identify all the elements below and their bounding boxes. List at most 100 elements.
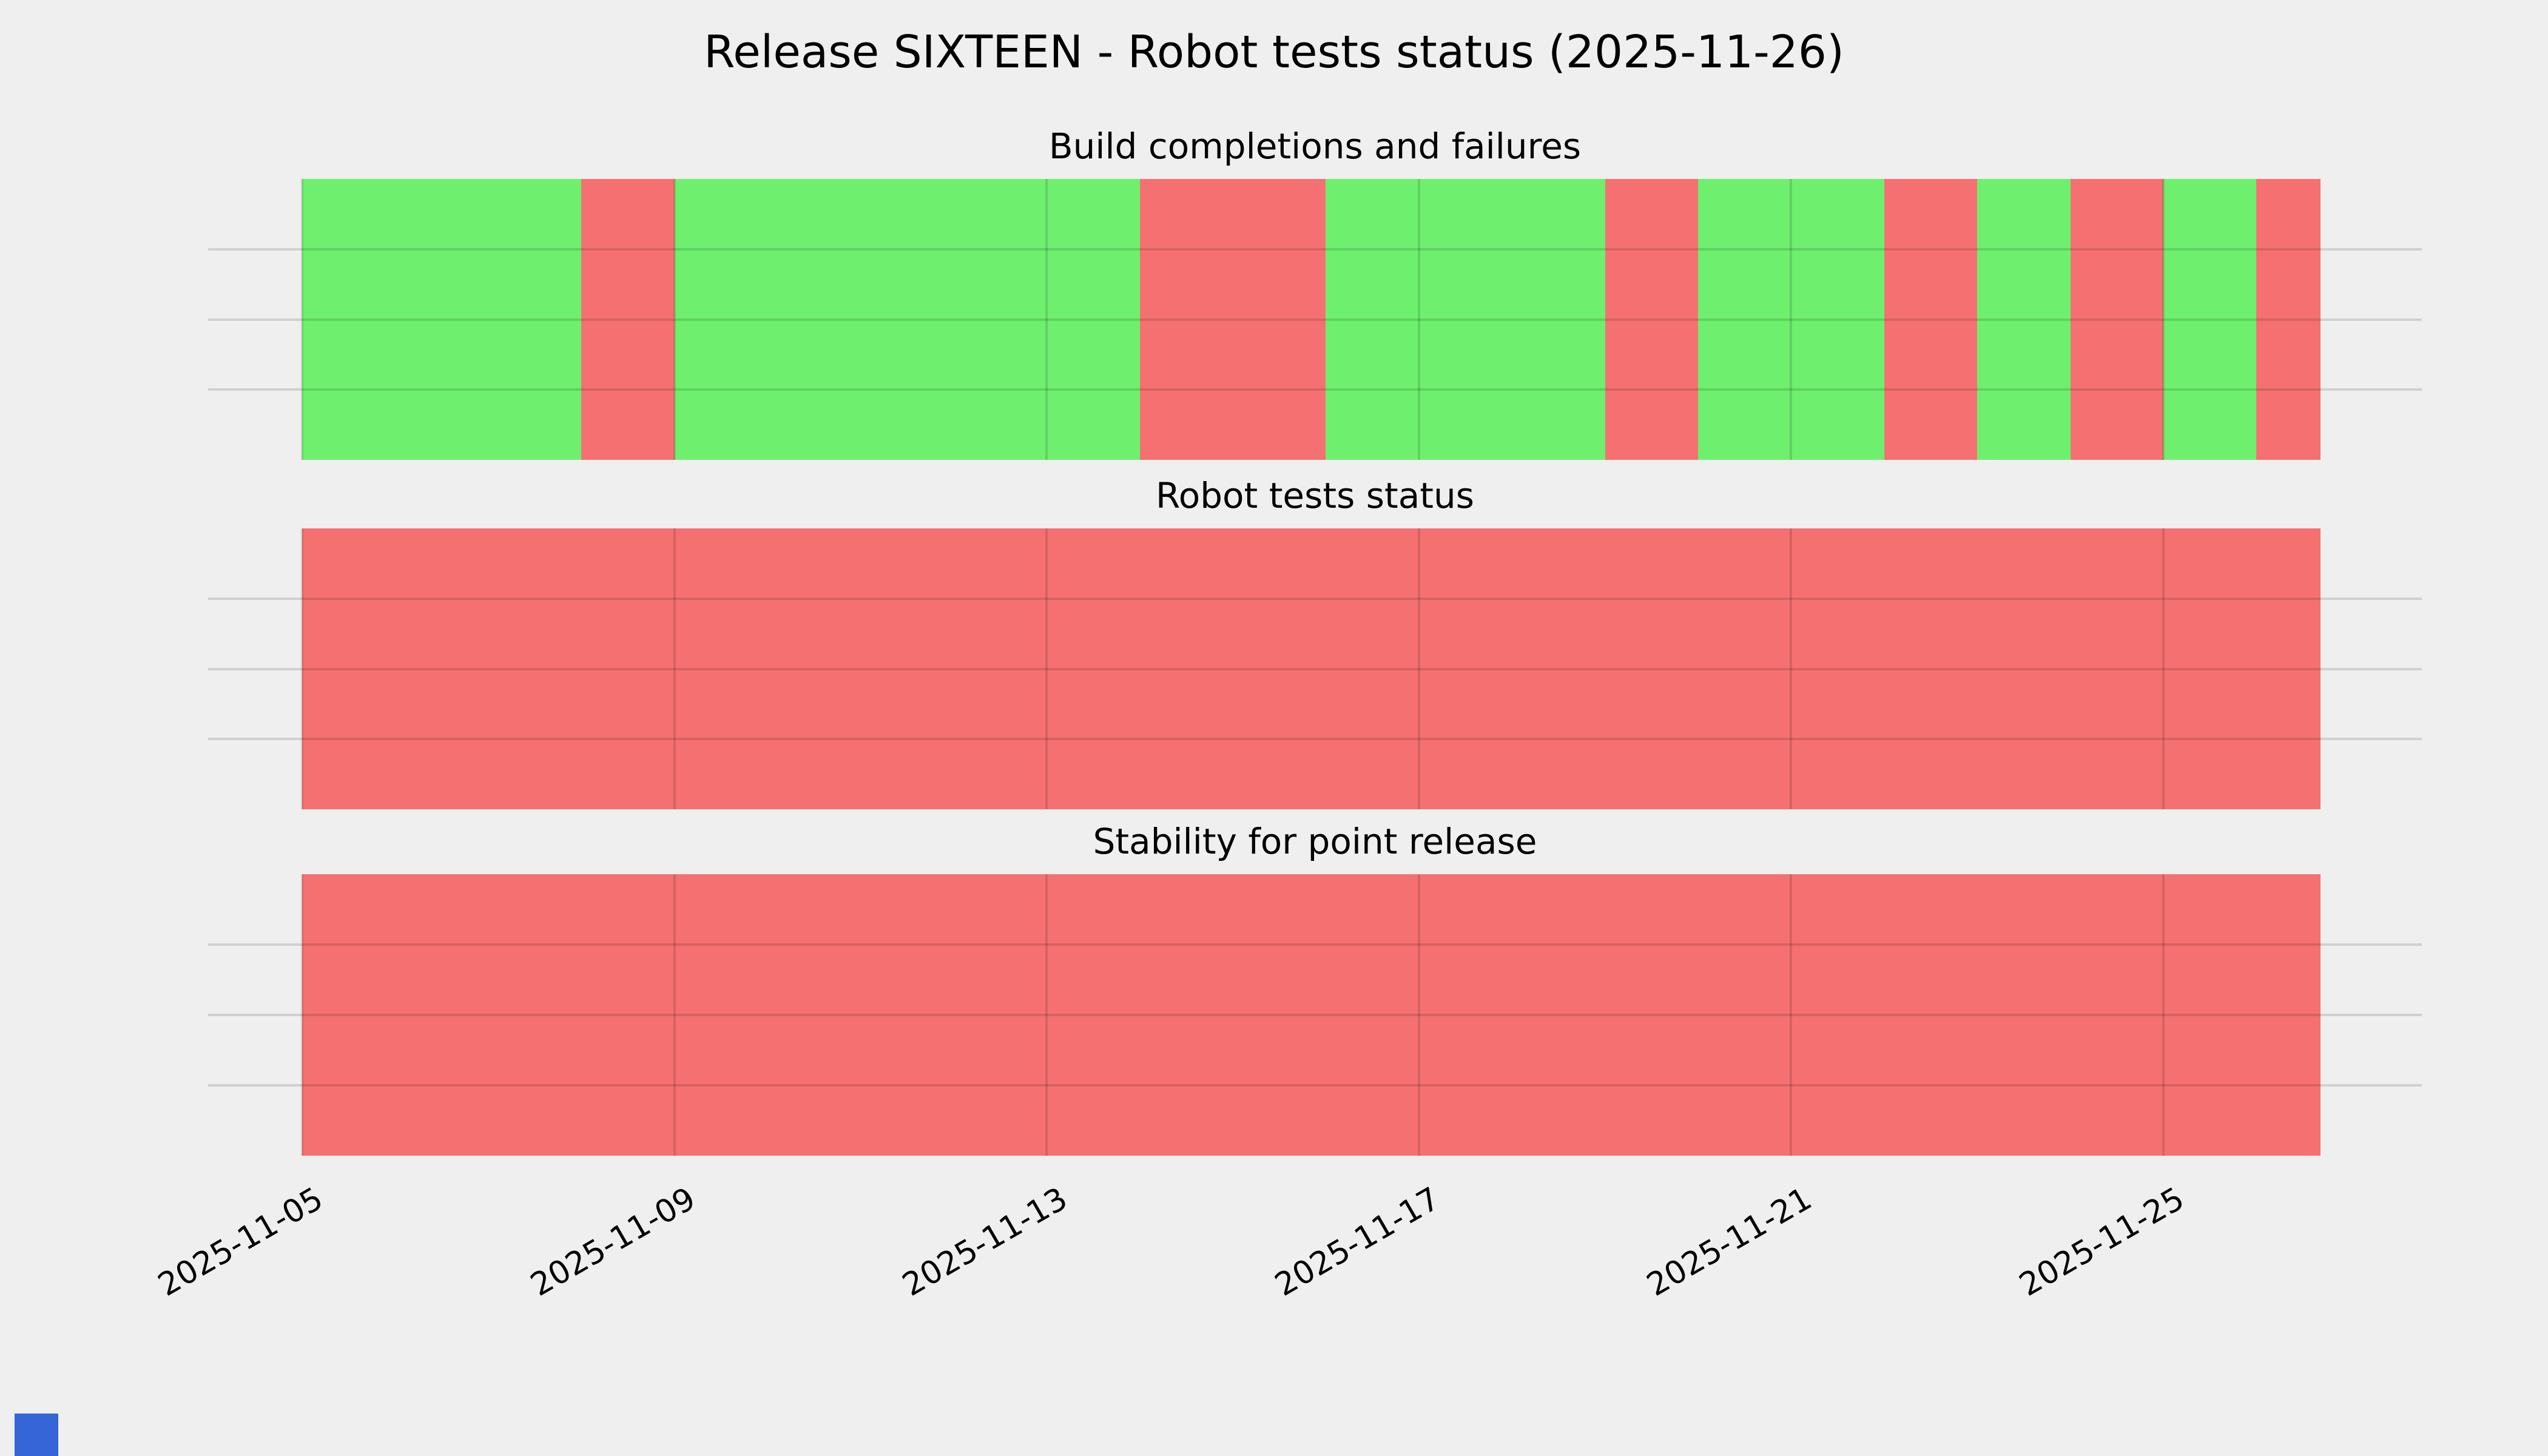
day-cell-2025-11-24-chart0 — [2070, 179, 2164, 460]
day-cell-2025-11-07-chart0 — [488, 179, 582, 460]
gridline-vertical — [1790, 179, 1793, 460]
gridline-vertical — [301, 874, 303, 1156]
day-cell-2025-11-16-chart0 — [1326, 179, 1420, 460]
day-cell-2025-11-06-chart2 — [395, 874, 489, 1156]
day-cell-2025-11-10-chart1 — [767, 528, 861, 809]
chart-title-robot-tests: Robot tests status — [1156, 475, 1474, 516]
gridline-vertical — [673, 528, 676, 809]
day-cell-2025-11-08-chart0 — [581, 179, 675, 460]
day-cell-2025-11-25-chart0 — [2163, 179, 2257, 460]
gridline-horizontal — [208, 597, 2422, 600]
day-cell-2025-11-16-chart2 — [1326, 874, 1420, 1156]
day-cell-2025-11-17-chart2 — [1418, 874, 1513, 1156]
day-cell-2025-11-12-chart1 — [953, 528, 1048, 809]
gridline-vertical — [673, 179, 676, 460]
gridline-horizontal — [208, 388, 2422, 391]
x-tick-label: 2025-11-17 — [1269, 1180, 1446, 1304]
gridline-vertical — [1045, 528, 1048, 809]
day-cell-2025-11-19-chart1 — [1605, 528, 1699, 809]
gridline-vertical — [2162, 179, 2165, 460]
gridline-vertical — [1045, 179, 1048, 460]
day-cell-2025-11-08-chart1 — [581, 528, 675, 809]
day-cell-2025-11-09-chart1 — [674, 528, 768, 809]
gridline-horizontal — [208, 943, 2422, 946]
day-cell-2025-11-09-chart0 — [674, 179, 768, 460]
day-cell-2025-11-12-chart2 — [953, 874, 1048, 1156]
day-cell-2025-11-24-chart1 — [2070, 528, 2164, 809]
day-cell-2025-11-22-chart2 — [1884, 874, 1978, 1156]
day-cell-2025-11-18-chart1 — [1512, 528, 1606, 809]
gridline-horizontal — [208, 248, 2422, 251]
day-cell-2025-11-11-chart1 — [860, 528, 954, 809]
gridline-vertical — [2162, 528, 2165, 809]
gridline-vertical — [1417, 528, 1420, 809]
day-cell-2025-11-17-chart1 — [1418, 528, 1513, 809]
day-cell-2025-11-13-chart2 — [1046, 874, 1141, 1156]
day-cell-2025-11-23-chart2 — [1977, 874, 2071, 1156]
day-cell-2025-11-21-chart1 — [1791, 528, 1885, 809]
gridline-vertical — [1790, 874, 1793, 1156]
gridline-vertical — [2162, 874, 2165, 1156]
gridline-horizontal — [208, 738, 2422, 741]
day-cell-2025-11-19-chart2 — [1605, 874, 1699, 1156]
gridline-vertical — [1790, 528, 1793, 809]
day-cell-2025-11-12-chart0 — [953, 179, 1048, 460]
day-cell-2025-11-22-chart0 — [1884, 179, 1978, 460]
day-cell-2025-11-16-chart1 — [1326, 528, 1420, 809]
day-cell-2025-11-26-chart0 — [2256, 179, 2321, 460]
day-cell-2025-11-11-chart0 — [860, 179, 954, 460]
day-cell-2025-11-10-chart2 — [767, 874, 861, 1156]
gridline-vertical — [301, 179, 303, 460]
day-cell-2025-11-26-chart2 — [2256, 874, 2321, 1156]
day-cell-2025-11-14-chart0 — [1139, 179, 1233, 460]
day-cell-2025-11-15-chart1 — [1233, 528, 1327, 809]
day-cell-2025-11-08-chart2 — [581, 874, 675, 1156]
day-cell-2025-11-06-chart1 — [395, 528, 489, 809]
day-cell-2025-11-26-chart1 — [2256, 528, 2321, 809]
day-cell-2025-11-21-chart0 — [1791, 179, 1885, 460]
x-tick-label: 2025-11-13 — [896, 1180, 1074, 1304]
gridline-vertical — [301, 528, 303, 809]
day-cell-2025-11-14-chart1 — [1139, 528, 1233, 809]
day-cell-2025-11-20-chart0 — [1698, 179, 1792, 460]
day-cell-2025-11-07-chart1 — [488, 528, 582, 809]
day-cell-2025-11-13-chart0 — [1046, 179, 1141, 460]
gridline-vertical — [1417, 874, 1420, 1156]
day-cell-2025-11-20-chart2 — [1698, 874, 1792, 1156]
day-cell-2025-11-06-chart0 — [395, 179, 489, 460]
gridline-horizontal — [208, 1084, 2422, 1087]
day-cell-2025-11-10-chart0 — [767, 179, 861, 460]
day-cell-2025-11-11-chart2 — [860, 874, 954, 1156]
day-cell-2025-11-05-chart1 — [302, 528, 396, 809]
day-cell-2025-11-07-chart2 — [488, 874, 582, 1156]
gridline-horizontal — [208, 1014, 2422, 1016]
day-cell-2025-11-09-chart2 — [674, 874, 768, 1156]
x-tick-label: 2025-11-09 — [524, 1180, 702, 1304]
x-tick-label: 2025-11-05 — [152, 1180, 329, 1304]
day-cell-2025-11-13-chart1 — [1046, 528, 1141, 809]
day-cell-2025-11-21-chart2 — [1791, 874, 1885, 1156]
day-cell-2025-11-23-chart1 — [1977, 528, 2071, 809]
day-cell-2025-11-19-chart0 — [1605, 179, 1699, 460]
day-cell-2025-11-25-chart2 — [2163, 874, 2257, 1156]
day-cell-2025-11-05-chart0 — [302, 179, 396, 460]
day-cell-2025-11-15-chart2 — [1233, 874, 1327, 1156]
day-cell-2025-11-14-chart2 — [1139, 874, 1233, 1156]
gridline-vertical — [1045, 874, 1048, 1156]
day-cell-2025-11-20-chart1 — [1698, 528, 1792, 809]
day-cell-2025-11-05-chart2 — [302, 874, 396, 1156]
gridline-horizontal — [208, 318, 2422, 321]
gridline-vertical — [1417, 179, 1420, 460]
day-cell-2025-11-18-chart0 — [1512, 179, 1606, 460]
day-cell-2025-11-15-chart0 — [1233, 179, 1327, 460]
x-tick-label: 2025-11-25 — [2013, 1180, 2191, 1304]
corner-marker — [15, 1414, 58, 1456]
day-cell-2025-11-23-chart0 — [1977, 179, 2071, 460]
chart-title-build-completions: Build completions and failures — [1048, 126, 1582, 167]
day-cell-2025-11-17-chart0 — [1418, 179, 1513, 460]
figure-title: Release SIXTEEN - Robot tests status (20… — [704, 26, 1844, 78]
chart-title-stability: Stability for point release — [1093, 821, 1537, 862]
day-cell-2025-11-18-chart2 — [1512, 874, 1606, 1156]
gridline-vertical — [673, 874, 676, 1156]
